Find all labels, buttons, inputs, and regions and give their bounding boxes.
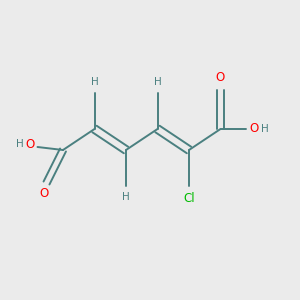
Text: O: O xyxy=(26,137,34,151)
Text: O: O xyxy=(216,71,225,85)
Text: H: H xyxy=(261,124,269,134)
Text: H: H xyxy=(154,77,161,88)
Text: H: H xyxy=(91,77,98,88)
Text: H: H xyxy=(122,191,130,202)
Text: H: H xyxy=(16,139,23,149)
Text: O: O xyxy=(39,187,48,200)
Text: O: O xyxy=(250,122,259,136)
Text: Cl: Cl xyxy=(183,191,195,205)
